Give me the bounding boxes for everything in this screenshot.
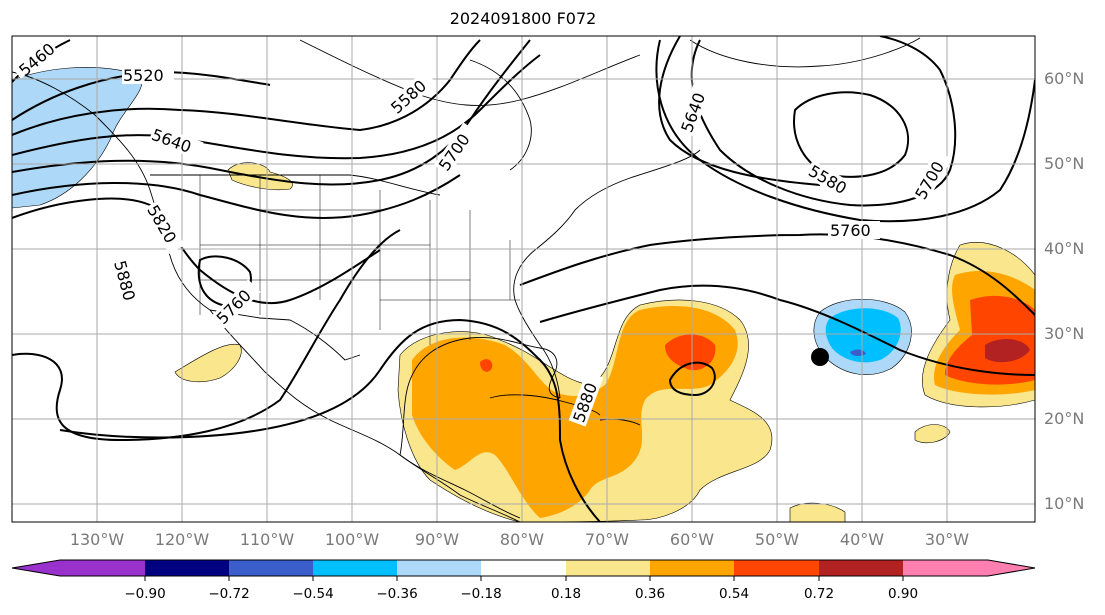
colorbar-segment: [229, 560, 313, 576]
contour-5700-east: [690, 36, 957, 207]
contour-5880-gulf: [59, 318, 601, 522]
contour-label: 5520: [123, 66, 164, 85]
contour-5700-west: [12, 39, 531, 186]
lat-tick-label: 10°N: [1044, 494, 1084, 513]
colorbar-tick-label: 0.90: [888, 586, 918, 602]
graticule: [12, 36, 1035, 522]
shade-red-florida: [480, 359, 493, 372]
colorbar-tick-label: −0.90: [124, 586, 165, 602]
colorbar-tick-label: 0.18: [551, 586, 581, 602]
shade-red-atlantic: [665, 334, 716, 371]
colorbar-segment: [313, 560, 397, 576]
coast-east-us: [513, 149, 701, 399]
colorbar-segment: [60, 560, 145, 576]
colorbar-tick-label: 0.54: [719, 586, 749, 602]
colorbar: −0.90 −0.72 −0.54 −0.36 −0.18 0.18 0.36 …: [11, 559, 1036, 602]
lon-tick-label: 130°W: [70, 530, 125, 549]
contour-5760-atlantic: [519, 233, 1035, 316]
contour-5640-west: [12, 54, 541, 160]
latitude-axis: 60°N 50°N 40°N 30°N 20°N 10°N: [1044, 69, 1084, 513]
colorbar-high-extend: [988, 560, 1035, 576]
lat-tick-label: 60°N: [1044, 69, 1084, 88]
colorbar-segment: [397, 560, 481, 576]
contour-5880-west: [12, 229, 401, 442]
coast-greenland: [689, 37, 921, 68]
shade-yellow-patch-1: [914, 424, 951, 444]
lon-tick-label: 90°W: [415, 530, 459, 549]
colorbar-segment: [819, 560, 903, 576]
contour-5880-atlantic: [539, 284, 1035, 376]
contour-5760-west: [12, 174, 461, 219]
colorbar-tick-label: 0.72: [804, 586, 834, 602]
contour-5760-east: [655, 39, 1035, 223]
coast-hudson: [469, 59, 532, 171]
coast-gulf: [399, 337, 561, 456]
lon-tick-label: 110°W: [240, 530, 295, 549]
contour-5580-west: [12, 39, 481, 136]
lon-tick-label: 70°W: [585, 530, 629, 549]
lon-tick-label: 30°W: [925, 530, 969, 549]
colorbar-outline: [11, 559, 1036, 577]
lat-tick-label: 40°N: [1044, 239, 1084, 258]
lon-tick-label: 60°W: [670, 530, 714, 549]
contour-label: 5760: [830, 221, 871, 240]
shade-deepblue-central-atlantic: [825, 308, 901, 363]
colorbar-tick-label: −0.54: [292, 586, 333, 602]
contour-5640-east: [658, 36, 821, 186]
lon-tick-label: 50°W: [755, 530, 799, 549]
map-title: 2024091800 F072: [449, 9, 597, 28]
colorbar-low-extend: [12, 560, 60, 576]
central-america: [399, 454, 521, 522]
colorbar-tick-label: −0.18: [460, 586, 501, 602]
colorbar-segment: [481, 560, 566, 576]
coast-north-america-west: [12, 71, 521, 519]
colorbar-tick-label: −0.72: [208, 586, 249, 602]
colorbar-segment: [650, 560, 734, 576]
lat-tick-label: 50°N: [1044, 154, 1084, 173]
shade-yellow-patch-2: [789, 502, 846, 522]
shade-yellow-baja: [174, 343, 242, 383]
longitude-axis: 130°W 120°W 110°W 100°W 90°W 80°W 70°W 6…: [70, 530, 969, 549]
contour-5820-west: [12, 197, 381, 305]
coast-hispaniola: [599, 418, 641, 426]
lon-tick-label: 40°W: [840, 530, 884, 549]
border-us-mexico: [209, 309, 361, 361]
storm-marker: [811, 348, 829, 366]
colorbar-segment: [145, 560, 229, 576]
colorbar-segment: [566, 560, 650, 576]
lat-tick-label: 20°N: [1044, 409, 1084, 428]
contour-5580-east: [793, 91, 910, 178]
colorbar-segment: [903, 560, 988, 576]
shade-blue-northwest: [12, 67, 143, 209]
coast-cuba: [489, 394, 601, 416]
lon-tick-label: 120°W: [155, 530, 210, 549]
colorbar-tick-label: −0.36: [376, 586, 417, 602]
height-contours: [12, 36, 1035, 522]
contour-low-atlantic: [668, 361, 716, 397]
lat-tick-label: 30°N: [1044, 324, 1084, 343]
shade-darkred-east-atlantic: [985, 338, 1030, 363]
map-frame: [11, 35, 1036, 523]
shade-red-east-atlantic: [945, 295, 1035, 385]
colorbar-segment: [734, 560, 819, 576]
state-lines: [199, 175, 520, 345]
lon-tick-label: 80°W: [500, 530, 544, 549]
lon-tick-label: 100°W: [325, 530, 380, 549]
colorbar-tick-label: 0.36: [635, 586, 665, 602]
